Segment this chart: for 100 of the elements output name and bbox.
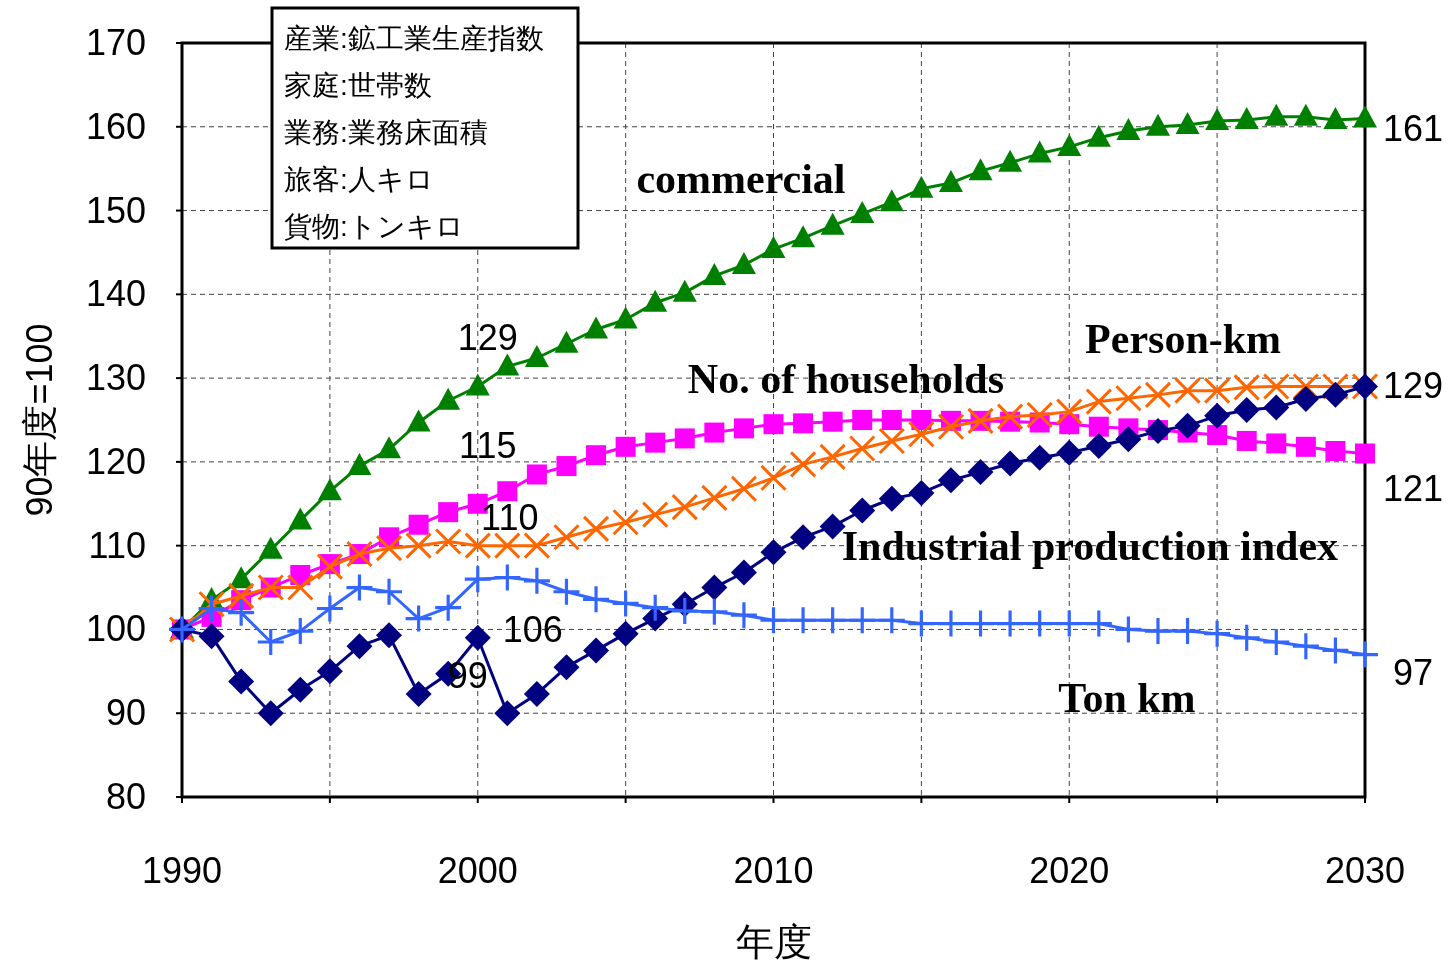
x-axis-title: 年度 [735, 921, 812, 963]
point [937, 610, 964, 637]
point [968, 158, 993, 181]
point [1085, 432, 1112, 459]
point [731, 252, 756, 275]
point [376, 578, 403, 605]
point [1057, 133, 1082, 156]
point [822, 411, 843, 432]
point [790, 524, 817, 551]
point [523, 680, 550, 707]
point [849, 607, 876, 634]
point [582, 515, 610, 543]
point [700, 484, 728, 512]
point [850, 200, 875, 223]
point [819, 443, 847, 471]
point [1174, 618, 1201, 645]
series-label: Person-km [1085, 315, 1282, 362]
point [1204, 402, 1231, 429]
point [228, 668, 255, 695]
point [852, 410, 873, 430]
point [908, 610, 935, 637]
point [286, 574, 314, 602]
y-tick-label: 140 [85, 273, 146, 315]
point [228, 599, 255, 626]
point [848, 434, 876, 462]
point [316, 595, 343, 622]
series-label: commercial [636, 155, 846, 202]
point [1203, 377, 1231, 405]
x-tick-label: 1990 [141, 850, 223, 891]
point [612, 590, 639, 617]
data-label: 161 [1382, 108, 1444, 150]
point [257, 700, 284, 727]
point [1263, 394, 1290, 421]
point [997, 450, 1024, 477]
y-tick-label: 110 [88, 524, 146, 566]
point [1233, 373, 1261, 401]
x-tick-label: 2030 [1324, 850, 1406, 891]
point [672, 279, 697, 302]
point [733, 418, 754, 439]
point [523, 532, 551, 560]
point [494, 700, 521, 727]
x-tick-label: 2000 [437, 850, 518, 891]
point [937, 413, 965, 441]
point [553, 654, 580, 681]
point [996, 403, 1024, 431]
y-tick-label: 150 [85, 189, 146, 231]
point [1264, 103, 1289, 126]
point [1085, 388, 1113, 416]
point [793, 413, 814, 434]
point [494, 564, 521, 591]
point [760, 464, 787, 492]
point [377, 436, 402, 459]
data-label: 129 [1382, 365, 1444, 407]
point [1026, 401, 1054, 429]
point [760, 607, 787, 634]
point [1114, 384, 1142, 412]
point [760, 539, 787, 566]
point [438, 502, 459, 523]
point [287, 618, 314, 645]
point [523, 567, 550, 594]
point [288, 507, 313, 530]
point [642, 594, 669, 621]
point [938, 169, 963, 192]
point [878, 607, 905, 634]
point [730, 475, 758, 503]
point [346, 574, 373, 601]
point [526, 464, 547, 485]
point [1355, 443, 1375, 464]
point [1115, 616, 1142, 643]
annotation: 業務:業務床面積 [284, 117, 488, 148]
point [643, 289, 668, 312]
point [612, 620, 639, 647]
point [1145, 113, 1170, 136]
y-tick-label: 80 [105, 776, 146, 817]
point [1323, 107, 1348, 130]
point [1056, 610, 1083, 637]
annotation: 貨物:トンキロ [284, 211, 464, 242]
point [436, 387, 461, 410]
point [819, 607, 846, 634]
point [967, 458, 994, 485]
x-tick-label: 2010 [733, 850, 814, 891]
point [1207, 425, 1228, 446]
point [1144, 381, 1172, 409]
point [408, 514, 429, 535]
series-label: No. of households [687, 355, 1005, 402]
point [701, 598, 728, 625]
point [464, 566, 491, 593]
point [405, 680, 432, 707]
point [820, 212, 845, 235]
point [1292, 386, 1319, 413]
point [674, 428, 695, 449]
point [1088, 416, 1109, 437]
annotation: 旅客:人キロ [284, 164, 434, 195]
annotation: 家庭:世帯数 [284, 70, 432, 101]
point [316, 553, 344, 581]
point [907, 420, 935, 448]
point [376, 622, 403, 649]
point [671, 493, 699, 521]
point [375, 534, 403, 562]
point [671, 598, 698, 625]
